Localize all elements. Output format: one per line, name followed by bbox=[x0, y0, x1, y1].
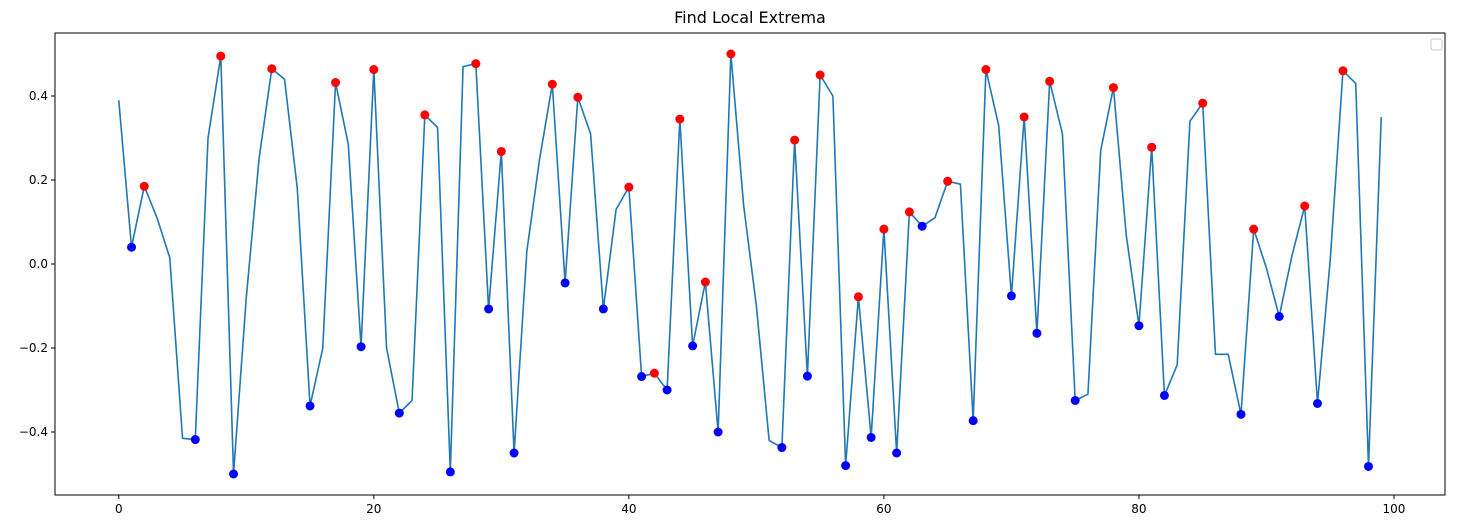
minimum-point bbox=[1159, 390, 1169, 400]
minimum-point bbox=[637, 372, 647, 382]
minimum-point bbox=[1274, 312, 1284, 321]
minimum-point bbox=[509, 448, 519, 458]
axes-frame bbox=[54, 32, 1446, 496]
maximum-point bbox=[267, 64, 277, 74]
minimum-point bbox=[1070, 396, 1080, 405]
y-tick-label: −0.4 bbox=[19, 425, 48, 439]
maximum-point bbox=[139, 181, 149, 191]
axis-ticks: 0 20 40 60 80 100 −0.4 −0.2 0.0 0.2 0.4 bbox=[19, 89, 1406, 516]
x-tick-label: 60 bbox=[876, 502, 891, 516]
x-tick-label: 40 bbox=[621, 502, 636, 516]
y-tick-label: −0.2 bbox=[19, 341, 48, 355]
y-tick-label: 0.4 bbox=[29, 89, 48, 103]
minimum-point bbox=[662, 385, 672, 395]
minimum-point bbox=[305, 401, 315, 411]
minimum-point bbox=[1236, 409, 1246, 419]
minimum-point bbox=[229, 469, 239, 479]
x-tick-label: 0 bbox=[115, 502, 123, 516]
minimum-point bbox=[713, 427, 723, 437]
x-tick-label: 100 bbox=[1383, 502, 1406, 516]
maximum-point bbox=[1108, 83, 1118, 93]
minimum-point bbox=[484, 304, 494, 314]
maximum-point bbox=[547, 79, 557, 89]
maximum-point bbox=[573, 92, 583, 102]
legend-box bbox=[1430, 38, 1443, 51]
series-line bbox=[117, 53, 1383, 475]
minimum-point bbox=[1363, 461, 1373, 471]
maximum-point bbox=[879, 224, 889, 234]
chart-title: Find Local Extrema bbox=[674, 8, 826, 27]
maximum-point bbox=[726, 49, 736, 59]
maximum-point bbox=[1147, 142, 1157, 152]
minimum-point bbox=[445, 467, 455, 477]
minimum-point bbox=[1032, 328, 1042, 338]
minimum-point bbox=[866, 432, 876, 442]
maximum-point bbox=[369, 65, 379, 75]
minimum-point bbox=[892, 448, 902, 458]
maximum-point bbox=[815, 70, 825, 80]
minimum-point bbox=[841, 461, 851, 471]
maximum-point bbox=[649, 368, 659, 378]
maximum-point bbox=[853, 292, 863, 302]
maximum-point bbox=[624, 182, 634, 192]
maximum-point bbox=[904, 207, 914, 217]
x-tick-label: 20 bbox=[366, 502, 381, 516]
maximum-point bbox=[790, 135, 800, 145]
maximum-point bbox=[216, 51, 226, 61]
minimum-point bbox=[356, 342, 366, 352]
maximum-point bbox=[700, 277, 710, 287]
maximum-point bbox=[1198, 98, 1208, 108]
maximum-point bbox=[420, 110, 430, 120]
maximum-point bbox=[1300, 201, 1310, 211]
minimum-point bbox=[917, 221, 927, 231]
minimum-point bbox=[598, 304, 608, 314]
maximum-point bbox=[981, 65, 991, 75]
minimum-point bbox=[560, 278, 570, 288]
minimum-point bbox=[127, 242, 137, 252]
maximum-point bbox=[471, 59, 481, 69]
maximum-point bbox=[1019, 112, 1029, 122]
minimum-point bbox=[777, 443, 787, 453]
maximum-point bbox=[675, 114, 685, 124]
maximum-point bbox=[943, 176, 953, 186]
y-tick-label: 0.0 bbox=[29, 257, 48, 271]
maximum-point bbox=[1045, 76, 1055, 86]
minimum-point bbox=[968, 416, 978, 426]
plot-area bbox=[117, 49, 1383, 479]
minimum-point bbox=[688, 341, 698, 351]
maximum-point bbox=[496, 146, 506, 156]
minimum-point bbox=[1312, 398, 1322, 408]
x-tick-label: 80 bbox=[1131, 502, 1146, 516]
maximum-point bbox=[1338, 66, 1348, 76]
minimum-point bbox=[190, 435, 200, 445]
maximum-point bbox=[331, 78, 341, 88]
maximum-point bbox=[1249, 224, 1259, 234]
minimum-point bbox=[1006, 291, 1016, 301]
minimum-point bbox=[394, 408, 404, 418]
minimum-point bbox=[1134, 321, 1144, 331]
y-tick-label: 0.2 bbox=[29, 173, 48, 187]
minimum-point bbox=[802, 371, 812, 381]
